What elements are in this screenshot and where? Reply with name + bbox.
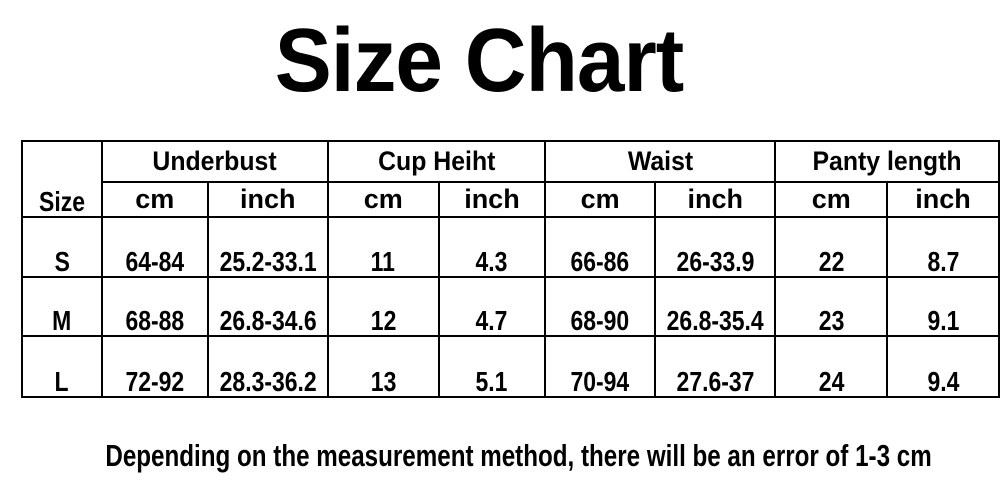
group-header-label: Cup Heiht: [377, 146, 496, 176]
value-cell: 26-33.9: [654, 216, 777, 278]
value-text: 68-90: [570, 305, 630, 336]
size-chart-table: Size Underbust Cup Heiht Waist Panty len…: [21, 140, 1000, 398]
value-cell: 25.2-33.1: [206, 216, 329, 278]
value-text: 28.3-36.2: [219, 366, 317, 397]
value-text: 26-33.9: [676, 246, 755, 277]
value-text: 24: [818, 366, 845, 397]
unit-cell-waist-inch: inch: [654, 181, 777, 218]
size-cell: M: [21, 276, 103, 337]
table-row-size-m: M 68-88 26.8-34.6 12 4.7 68-90 26.8-35.4…: [21, 276, 1000, 337]
group-header-label: Panty length: [812, 146, 962, 176]
value-cell: 28.3-36.2: [206, 335, 329, 398]
value-cell: 68-88: [100, 276, 209, 337]
value-text: 70-94: [570, 366, 630, 397]
value-text: 12: [370, 305, 397, 336]
value-cell: 26.8-34.6: [206, 276, 329, 337]
value-cell: 27.6-37: [654, 335, 777, 398]
value-text: 66-86: [570, 246, 630, 277]
header-units-row: cm inch cm inch cm inch cm inch: [22, 181, 1000, 218]
table-row-size-s: S 64-84 25.2-33.1 11 4.3 66-86 26-33.9 2…: [21, 216, 1000, 278]
value-text: 8.7: [927, 246, 960, 277]
unit-cell-underbust-cm: cm: [100, 181, 209, 218]
value-cell: 9.1: [886, 276, 1000, 337]
value-cell: 23: [774, 276, 889, 337]
value-cell: 13: [326, 335, 440, 398]
size-cell: S: [21, 216, 103, 278]
value-text: 9.1: [927, 305, 960, 336]
value-text: 9.4: [927, 366, 960, 397]
unit-cell-panty-inch: inch: [886, 181, 1000, 218]
unit-cell-waist-cm: cm: [544, 181, 657, 218]
value-text: 27.6-37: [676, 366, 755, 397]
value-cell: 66-86: [544, 216, 657, 278]
value-text: 26.8-34.6: [219, 305, 317, 336]
group-header-cup-height: Cup Heiht: [326, 140, 547, 183]
value-text: 5.1: [475, 366, 508, 397]
value-text: 4.3: [475, 246, 508, 277]
group-header-label: Waist: [627, 146, 694, 176]
value-cell: 12: [326, 276, 440, 337]
group-header-label: Underbust: [152, 146, 277, 176]
value-cell: 11: [326, 216, 440, 278]
value-text: 4.7: [475, 305, 508, 336]
page-title: Size Chart: [274, 11, 685, 111]
value-cell: 24: [774, 335, 889, 398]
value-cell: 64-84: [100, 216, 209, 278]
value-cell: 5.1: [437, 335, 547, 398]
value-cell: 8.7: [886, 216, 1000, 278]
value-text: 23: [818, 305, 845, 336]
value-text: 64-84: [125, 246, 185, 277]
value-cell: 72-92: [100, 335, 209, 398]
value-cell: 22: [774, 216, 889, 278]
size-column-header-label: Size: [38, 186, 85, 217]
size-label: S: [54, 246, 70, 277]
value-text: 22: [818, 246, 845, 277]
unit-cell-underbust-inch: inch: [206, 181, 329, 218]
size-label: M: [52, 305, 72, 336]
group-header-waist: Waist: [544, 140, 777, 183]
size-column-header: Size: [21, 140, 103, 218]
unit-cell-cup-inch: inch: [437, 181, 547, 218]
value-cell: 68-90: [544, 276, 657, 337]
value-cell: 4.3: [437, 216, 547, 278]
unit-cell-cup-cm: cm: [326, 181, 440, 218]
measurement-error-note: Depending on the measurement method, the…: [105, 438, 932, 473]
value-cell: 26.8-35.4: [654, 276, 777, 337]
group-header-panty-length: Panty length: [774, 140, 1000, 183]
header-group-row: Size Underbust Cup Heiht Waist Panty len…: [21, 140, 1000, 218]
value-text: 68-88: [125, 305, 185, 336]
value-cell: 4.7: [437, 276, 547, 337]
group-header-underbust: Underbust: [100, 140, 329, 183]
value-text: 25.2-33.1: [219, 246, 317, 277]
value-text: 26.8-35.4: [666, 305, 764, 336]
value-cell: 9.4: [886, 335, 1000, 398]
table-row-size-l: L 72-92 28.3-36.2 13 5.1 70-94 27.6-37 2…: [21, 335, 1000, 398]
unit-cell-panty-cm: cm: [774, 181, 889, 218]
size-cell: L: [21, 335, 103, 398]
value-text: 11: [371, 246, 396, 277]
value-text: 13: [370, 366, 397, 397]
value-cell: 70-94: [544, 335, 657, 398]
value-text: 72-92: [125, 366, 185, 397]
size-label: L: [54, 366, 69, 397]
